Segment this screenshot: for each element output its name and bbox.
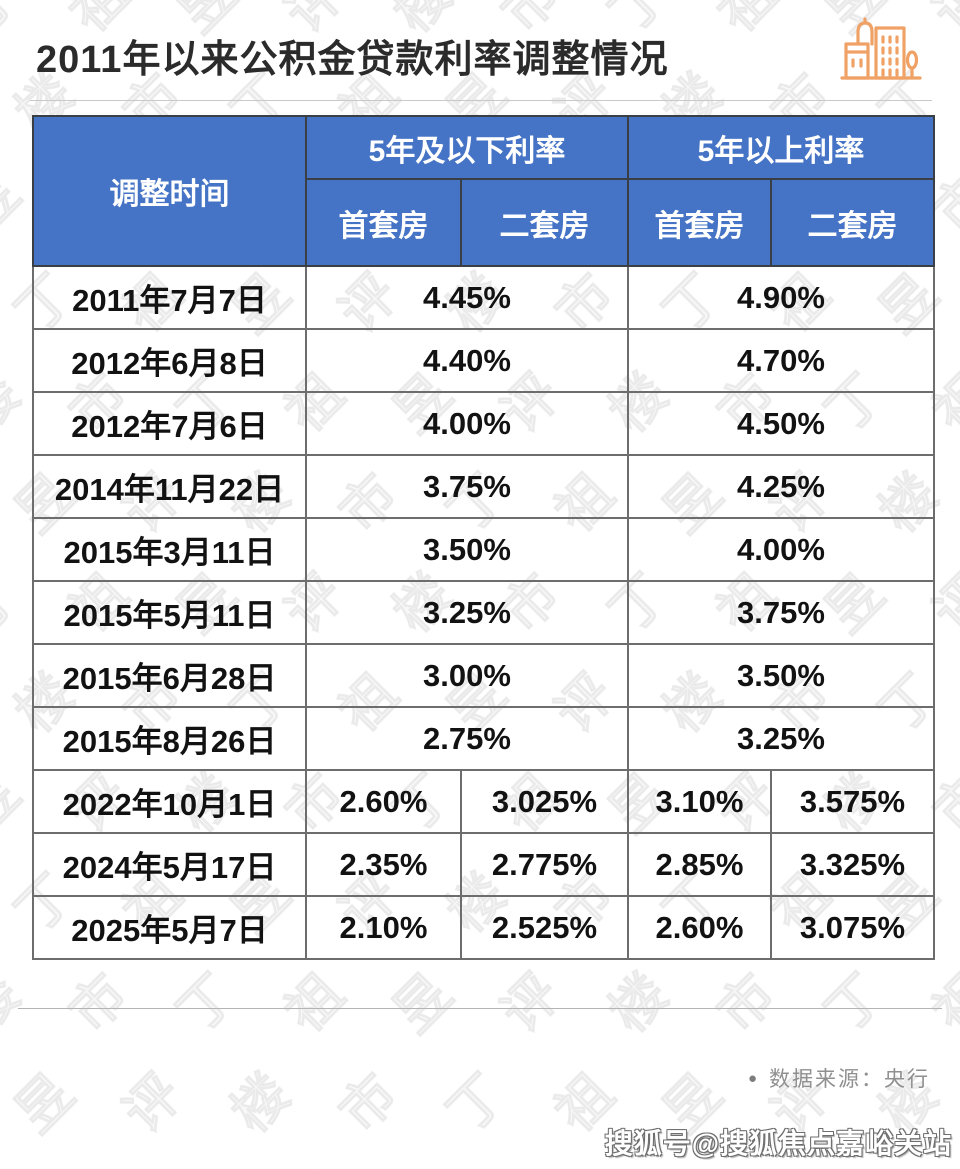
rate-cell: 4.50%: [627, 391, 935, 456]
date-cell: 2022年10月1日: [32, 769, 307, 834]
header-cell-time: 调整时间: [32, 115, 307, 267]
buildings-icon: [840, 17, 922, 80]
rate-cell: 2.35%: [305, 832, 462, 897]
rate-cell: 3.025%: [460, 769, 629, 834]
header-cell-group-below5: 5年及以下利率: [305, 115, 629, 180]
date-cell: 2025年5月7日: [32, 895, 307, 960]
rate-cell: 3.075%: [770, 895, 935, 960]
sohu-account-watermark: 搜狐号@搜狐焦点嘉峪关站: [604, 1128, 952, 1159]
page-title: 2011年以来公积金贷款利率调整情况: [36, 39, 669, 81]
data-source-text: 数据来源：央行: [769, 1068, 930, 1091]
rate-cell: 4.45%: [305, 265, 629, 330]
date-cell: 2011年7月7日: [32, 265, 307, 330]
rate-cell: 3.75%: [305, 454, 629, 519]
rate-cell: 3.10%: [627, 769, 772, 834]
rate-cell: 3.50%: [627, 643, 935, 708]
rate-cell: 2.60%: [627, 895, 772, 960]
table-row: 2015年6月28日 3.00% 3.50%: [32, 643, 935, 708]
table-row: 2015年5月11日 3.25% 3.75%: [32, 580, 935, 645]
rate-cell: 4.40%: [305, 328, 629, 393]
rate-cell: 4.00%: [305, 391, 629, 456]
date-cell: 2015年6月28日: [32, 643, 307, 708]
data-source-note: ● 数据来源：央行: [748, 1063, 930, 1093]
date-cell: 2015年3月11日: [32, 517, 307, 582]
rate-cell: 4.90%: [627, 265, 935, 330]
date-cell: 2014年11月22日: [32, 454, 307, 519]
rate-cell: 3.575%: [770, 769, 935, 834]
rate-table-body: 2011年7月7日 4.45% 4.90% 2012年6月8日 4.40% 4.70% 20…: [32, 265, 935, 960]
table-row: 2022年10月1日 2.60% 3.025% 3.10% 3.575%: [32, 769, 935, 834]
date-cell: 2015年5月11日: [32, 580, 307, 645]
rate-cell: 3.25%: [305, 580, 629, 645]
header-cell-group-above5: 5年以上利率: [627, 115, 935, 180]
rate-cell: 2.85%: [627, 832, 772, 897]
table-row: 2012年7月6日 4.00% 4.50%: [32, 391, 935, 456]
rates-table-header: 调整时间 5年及以下利率 5年以上利率 首套房 二套房 首套房 二套房: [32, 115, 935, 267]
rate-cell: 2.75%: [305, 706, 629, 771]
rate-cell: 3.50%: [305, 517, 629, 582]
table-row: 2011年7月7日 4.45% 4.90%: [32, 265, 935, 330]
table-row: 2012年6月8日 4.40% 4.70%: [32, 328, 935, 393]
header-cell-above5-first: 首套房: [627, 178, 772, 267]
rates-table: 调整时间 5年及以下利率 5年以上利率 首套房 二套房 首套房 二套房 2011…: [32, 115, 935, 960]
title-divider-line: [30, 100, 932, 101]
table-row: 2015年3月11日 3.50% 4.00%: [32, 517, 935, 582]
rate-cell: 4.00%: [627, 517, 935, 582]
rate-cell: 2.10%: [305, 895, 462, 960]
date-cell: 2015年8月26日: [32, 706, 307, 771]
rate-cell: 2.525%: [460, 895, 629, 960]
header-cell-below5-first: 首套房: [305, 178, 462, 267]
footer-divider-line: [18, 1008, 942, 1009]
rate-cell: 3.00%: [305, 643, 629, 708]
rate-cell: 3.75%: [627, 580, 935, 645]
dot-icon: ●: [747, 1070, 757, 1087]
rate-cell: 4.70%: [627, 328, 935, 393]
date-cell: 2012年6月8日: [32, 328, 307, 393]
rate-cell: 2.775%: [460, 832, 629, 897]
rate-cell: 4.25%: [627, 454, 935, 519]
table-row: 2015年8月26日 2.75% 3.25%: [32, 706, 935, 771]
rate-cell: 3.25%: [627, 706, 935, 771]
header-cell-below5-second: 二套房: [460, 178, 629, 267]
table-row: 2024年5月17日 2.35% 2.775% 2.85% 3.325%: [32, 832, 935, 897]
date-cell: 2012年7月6日: [32, 391, 307, 456]
table-row: 2014年11月22日 3.75% 4.25%: [32, 454, 935, 519]
table-row: 2025年5月7日 2.10% 2.525% 2.60% 3.075%: [32, 895, 935, 960]
rate-cell: 3.325%: [770, 832, 935, 897]
header-cell-above5-second: 二套房: [770, 178, 935, 267]
rate-cell: 2.60%: [305, 769, 462, 834]
date-cell: 2024年5月17日: [32, 832, 307, 897]
